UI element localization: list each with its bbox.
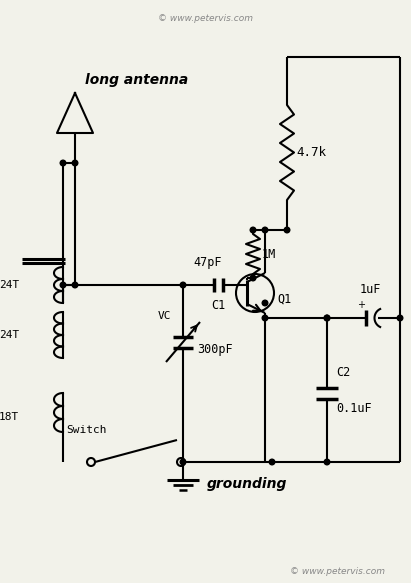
Circle shape xyxy=(324,315,330,321)
Text: Switch: Switch xyxy=(66,425,106,435)
Text: 4.7k: 4.7k xyxy=(296,146,326,159)
Circle shape xyxy=(250,275,256,281)
Text: grounding: grounding xyxy=(207,477,287,491)
Text: 24T: 24T xyxy=(0,330,19,340)
Text: 1M: 1M xyxy=(262,248,276,261)
Text: 24T: 24T xyxy=(0,280,19,290)
Text: +: + xyxy=(358,300,365,310)
Text: 1uF: 1uF xyxy=(359,283,381,296)
Circle shape xyxy=(262,227,268,233)
Circle shape xyxy=(72,282,78,288)
Circle shape xyxy=(72,160,78,166)
Circle shape xyxy=(269,459,275,465)
Text: long antenna: long antenna xyxy=(85,73,188,87)
Text: VC: VC xyxy=(157,311,171,321)
Text: Q1: Q1 xyxy=(277,293,291,305)
Text: 47pF: 47pF xyxy=(194,256,222,269)
Circle shape xyxy=(262,315,268,321)
Circle shape xyxy=(324,315,330,321)
Circle shape xyxy=(180,459,186,465)
Text: 18T: 18T xyxy=(0,412,19,422)
Text: 300pF: 300pF xyxy=(197,343,233,356)
Circle shape xyxy=(397,315,403,321)
Circle shape xyxy=(180,282,186,288)
Text: © www.petervis.com: © www.petervis.com xyxy=(290,567,385,576)
Circle shape xyxy=(60,282,66,288)
Circle shape xyxy=(284,227,290,233)
Circle shape xyxy=(60,160,66,166)
Text: 0.1uF: 0.1uF xyxy=(336,402,372,416)
Text: C2: C2 xyxy=(336,367,350,380)
Text: C1: C1 xyxy=(211,299,225,312)
Text: © www.petervis.com: © www.petervis.com xyxy=(157,14,252,23)
Circle shape xyxy=(324,459,330,465)
Circle shape xyxy=(250,227,256,233)
Circle shape xyxy=(262,300,268,306)
